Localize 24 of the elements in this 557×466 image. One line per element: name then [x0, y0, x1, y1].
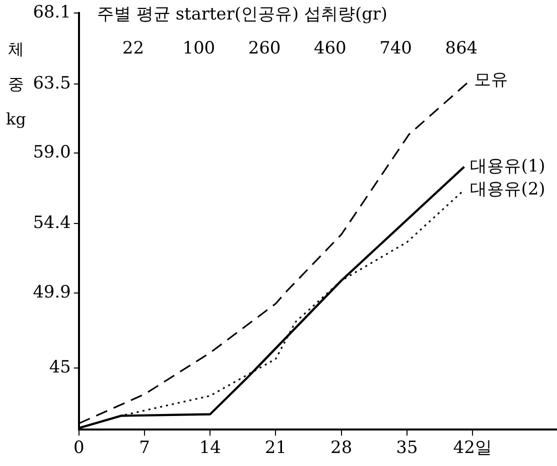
annotation: 주별 평균 starter(인공유) 섭취량(gr) [96, 4, 388, 25]
series-label: 모유 [474, 70, 508, 90]
x-tick-label: 21 [264, 438, 287, 458]
annotation: 864 [445, 38, 478, 59]
y-tick-label: 59.0 [32, 142, 71, 162]
annotation: 22 [122, 38, 144, 59]
annotation: 740 [380, 38, 412, 59]
x-tick-label: 42일 [453, 438, 492, 458]
series-label: 대용유(2) [470, 179, 546, 200]
x-tick-label: 7 [139, 438, 150, 458]
y-tick-label: 45 [49, 358, 71, 378]
y-tick-label: 49.9 [32, 282, 71, 302]
annotation: 460 [314, 38, 346, 59]
annotation: 100 [182, 38, 216, 59]
y-tick-label: 63.5 [32, 73, 71, 94]
x-tick-label: 35 [396, 438, 418, 458]
x-tick-label: 0 [73, 438, 84, 458]
series-label: 대용유(1) [470, 156, 546, 176]
y-tick-label: 54.4 [32, 213, 71, 234]
x-tick-label: 28 [330, 438, 352, 458]
y-axis-title: 체중 kg [6, 39, 26, 128]
y-tick-label: 68.1 [32, 2, 71, 23]
annotation: 260 [248, 38, 281, 59]
x-tick-label: 14 [199, 438, 221, 458]
